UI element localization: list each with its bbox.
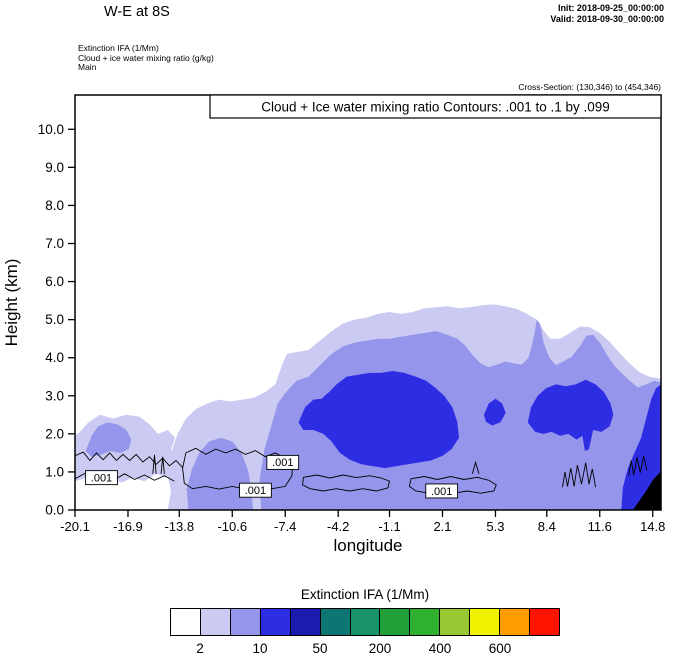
cross-section-plot: .001 .001 .001 .001 Cloud + Ice water mixing… — [2, 94, 665, 555]
x-tick-label: 14.8 — [640, 519, 665, 534]
y-tick-label: 9.0 — [45, 160, 64, 175]
init-timestamp: Init: 2018-09-25_00:00:00 — [557, 3, 664, 13]
colorbar-tick-label: 400 — [428, 641, 452, 656]
contour-line — [302, 474, 391, 492]
x-tick-label: -4.2 — [327, 519, 349, 534]
contour-line — [152, 454, 157, 474]
product-line-domain: Main — [78, 62, 97, 72]
colorbar-cell — [230, 609, 261, 635]
x-tick-label: -7.4 — [274, 519, 296, 534]
x-tick-label: -16.9 — [113, 519, 143, 534]
cross-section-coordinates: Cross-Section: (130,346) to (454,346) — [518, 82, 661, 92]
contour-label: .001 — [91, 472, 112, 484]
y-tick-label: 3.0 — [45, 388, 64, 403]
valid-timestamp: Valid: 2018-09-30_00:00:00 — [550, 13, 664, 24]
contour-label-box — [425, 483, 459, 499]
contour-label: .001 — [431, 486, 452, 498]
product-line-mixing-ratio: Cloud + ice water mixing ratio (g/kg) — [78, 52, 214, 63]
colorbar-cell — [470, 609, 501, 635]
contour-line — [562, 462, 597, 488]
contour-line — [471, 460, 480, 474]
colorbar-tick-label: 2 — [196, 641, 204, 656]
contour-fill-blue-right-edge — [621, 384, 661, 510]
contour-fill-terrain — [632, 471, 661, 510]
colorbar-cell — [290, 609, 321, 635]
contour-label-box — [239, 482, 272, 498]
colorbar-cell — [350, 609, 381, 635]
contour-label: .001 — [245, 485, 266, 497]
contour-line — [408, 476, 497, 494]
contour-fill-blue-right — [527, 379, 614, 451]
y-tick-label: 0.0 — [45, 503, 64, 518]
contour-line — [628, 455, 648, 476]
colorbar-cell — [320, 609, 351, 635]
contour-fill-periwinkle-left-patch — [186, 437, 253, 510]
contour-fill-blue-main — [298, 371, 459, 469]
contour-label-box — [85, 470, 118, 486]
colorbar-tick-label: 10 — [252, 641, 268, 656]
colorbar-cell — [410, 609, 441, 635]
x-tick-label: 5.3 — [486, 519, 504, 534]
y-tick-label: 10.0 — [38, 122, 64, 137]
colorbar-tick-label: 50 — [312, 641, 328, 656]
colorbar-cell — [171, 609, 201, 635]
plot-title: Cloud + Ice water mixing ratio Contours:… — [261, 100, 610, 115]
y-tick-label: 4.0 — [45, 350, 64, 365]
colorbar-tick-label: 600 — [488, 641, 512, 656]
contour-line — [75, 451, 183, 468]
y-tick-label: 2.0 — [45, 426, 64, 441]
y-tick-label: 5.0 — [45, 312, 64, 327]
y-tick-label: 1.0 — [45, 464, 64, 479]
contour-fill-blue-small — [483, 398, 506, 426]
x-tick-label: 8.4 — [538, 519, 556, 534]
colorbar-title: Extinction IFA (1/Mm) — [300, 587, 430, 602]
y-tick-label: 8.0 — [45, 198, 64, 213]
colorbar-cell — [530, 609, 559, 635]
colorbar-cell — [500, 609, 531, 635]
colorbar-cell — [260, 609, 291, 635]
x-tick-label: 2.1 — [433, 519, 451, 534]
x-tick-label: -20.1 — [60, 519, 90, 534]
x-tick-label: 11.6 — [588, 519, 612, 534]
colorbar-tick-labels: 2 10 50 200 400 600 — [0, 641, 674, 659]
colorbar-cell — [200, 609, 231, 635]
x-tick-label: -10.6 — [217, 519, 247, 534]
x-axis-title: longitude — [333, 536, 402, 555]
colorbar-tick-label: 200 — [368, 641, 392, 656]
page-title: W-E at 8S — [104, 4, 170, 20]
colorbar — [170, 608, 560, 636]
y-tick-label: 7.0 — [45, 236, 64, 251]
model-timestamps: Init: 2018-09-25_00:00:00 Valid: 2018-09… — [550, 3, 664, 24]
y-tick-label: 6.0 — [45, 274, 64, 289]
colorbar-cell — [440, 609, 471, 635]
x-tick-label: -13.8 — [164, 519, 194, 534]
product-line-extinction: Extinction IFA (1/Mm) — [78, 43, 159, 53]
plot-title-box — [209, 94, 662, 119]
y-axis-title: Height (km) — [2, 259, 21, 347]
contour-label: .001 — [272, 457, 293, 469]
contour-line — [160, 456, 165, 474]
contour-label-box — [266, 454, 300, 470]
product-description: Extinction IFA (1/Mm) Cloud + ice water … — [78, 43, 214, 73]
colorbar-cell — [380, 609, 411, 635]
contour-line — [182, 447, 294, 490]
contour-fill-periwinkle-left-blob — [85, 422, 132, 457]
x-tick-label: -1.1 — [378, 519, 400, 534]
